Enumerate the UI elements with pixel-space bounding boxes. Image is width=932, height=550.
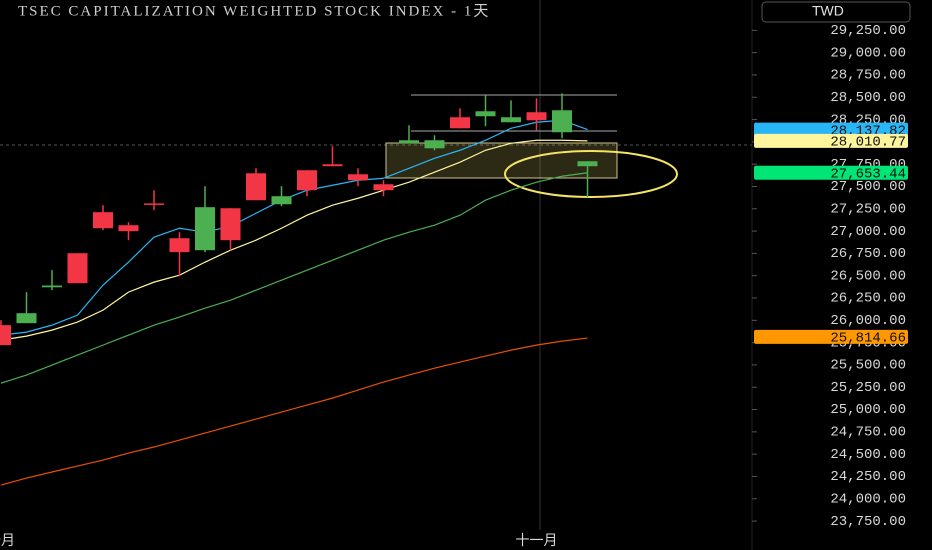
chart-title: TSEC CAPITALIZATION WEIGHTED STOCK INDEX… bbox=[18, 3, 490, 19]
y-tick-label: 24,500.00 bbox=[830, 447, 906, 463]
candle-body bbox=[577, 161, 598, 167]
y-tick-label: 24,000.00 bbox=[830, 491, 906, 507]
candle-body bbox=[373, 184, 394, 191]
x-tick-label: 十一月 bbox=[516, 533, 558, 549]
candle-body bbox=[195, 207, 215, 251]
y-tick-label: 29,250.00 bbox=[830, 23, 906, 39]
y-tick-label: 27,250.00 bbox=[830, 201, 906, 217]
y-tick-label: 23,750.00 bbox=[830, 514, 906, 530]
y-tick-label: 25,500.00 bbox=[830, 358, 906, 374]
price-label: 25,814.66 bbox=[830, 331, 906, 347]
plot bbox=[0, 93, 598, 486]
candle-body bbox=[450, 117, 470, 129]
moving-average bbox=[0, 139, 588, 341]
moving-average bbox=[0, 172, 588, 384]
candle-body bbox=[118, 225, 139, 232]
y-tick-label: 24,250.00 bbox=[830, 469, 906, 485]
x-tick-label: 十月 bbox=[0, 533, 15, 549]
candle-body bbox=[246, 173, 266, 201]
candle-body bbox=[297, 170, 317, 191]
y-tick-label: 24,750.00 bbox=[830, 425, 906, 441]
candle-body bbox=[93, 212, 113, 229]
y-tick-label: 28,500.00 bbox=[830, 90, 906, 106]
price-label: 27,653.44 bbox=[830, 166, 906, 182]
candle-body bbox=[67, 253, 88, 284]
candle-body bbox=[552, 110, 572, 133]
candle-body bbox=[475, 111, 496, 117]
highlight-ellipse bbox=[504, 150, 678, 198]
candle-body bbox=[16, 313, 37, 324]
currency-box[interactable] bbox=[761, 1, 911, 23]
y-tick-label: 29,000.00 bbox=[830, 45, 906, 61]
candle-body bbox=[271, 196, 292, 205]
candle-body bbox=[348, 174, 368, 181]
moving-average bbox=[0, 119, 588, 336]
y-tick-label: 27,000.00 bbox=[830, 224, 906, 240]
y-tick-label: 25,000.00 bbox=[830, 402, 906, 418]
y-tick-label: 25,250.00 bbox=[830, 380, 906, 396]
y-tick-label: 27,500.00 bbox=[830, 179, 906, 195]
price-badge bbox=[754, 329, 908, 344]
candle-body bbox=[424, 140, 445, 149]
candle-body bbox=[220, 208, 241, 241]
candle-body bbox=[501, 117, 521, 123]
currency[interactable]: TWD bbox=[812, 3, 844, 19]
range-box bbox=[385, 142, 618, 179]
candle-body bbox=[399, 140, 419, 144]
candle-body bbox=[0, 325, 11, 346]
y-tick-label: 28,750.00 bbox=[830, 68, 906, 84]
price-badge bbox=[754, 122, 908, 137]
price-badge bbox=[754, 165, 908, 180]
candle-body bbox=[42, 285, 62, 288]
candle-body bbox=[322, 164, 343, 167]
candle-body bbox=[169, 238, 190, 253]
price-badge bbox=[754, 133, 908, 148]
price-label: 28,010.77 bbox=[830, 135, 906, 151]
y-tick-label: 26,000.00 bbox=[830, 313, 906, 329]
candle-body bbox=[144, 203, 164, 205]
y-tick-label: 26,500.00 bbox=[830, 268, 906, 284]
candle-body bbox=[526, 112, 547, 121]
y-tick-label: 26,750.00 bbox=[830, 246, 906, 262]
moving-average bbox=[0, 337, 588, 486]
y-tick-label: 26,250.00 bbox=[830, 291, 906, 307]
